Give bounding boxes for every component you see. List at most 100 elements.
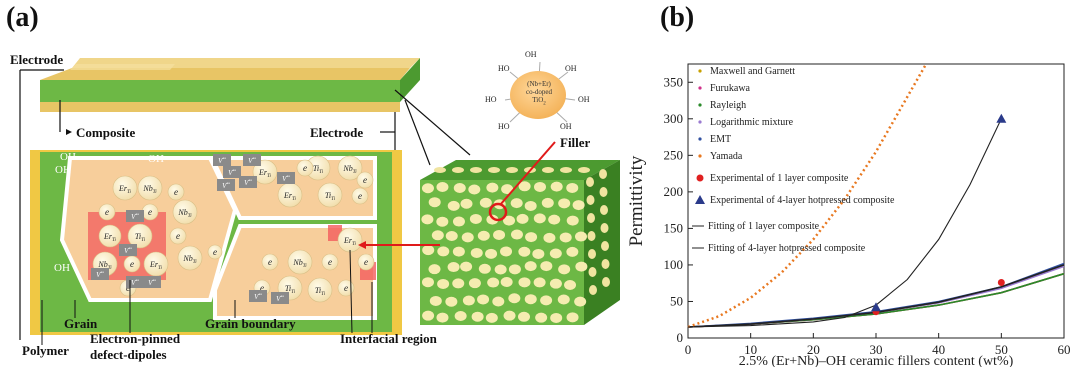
molecule-center-text: (Nb+Er) co-doped TiO2 — [520, 80, 558, 108]
species-sphere-e: e — [337, 279, 355, 297]
legend-label: Rayleigh — [710, 100, 746, 111]
filler-particle — [486, 214, 499, 225]
filler-particle — [452, 216, 465, 227]
species-sphere-e: e — [357, 253, 375, 271]
ho-label-bl: HO — [498, 122, 510, 131]
exp4-point — [871, 302, 881, 312]
oxygen-vacancy: V•• — [213, 154, 231, 166]
filler-particle — [470, 167, 482, 173]
filler-particle — [560, 167, 572, 173]
filler-particle — [575, 261, 588, 272]
filler-particle — [599, 169, 607, 179]
filler-particle — [486, 182, 499, 193]
label-grain: Grain — [64, 316, 98, 331]
interfacial-arrowhead — [358, 241, 366, 249]
x-tick-label: 40 — [932, 342, 945, 357]
species-sphere-e: e — [261, 253, 279, 271]
oxygen-vacancy: V•• — [239, 176, 257, 188]
molecule-core — [510, 71, 566, 119]
species-label: e — [328, 257, 332, 267]
composite-arrow — [66, 129, 72, 135]
svg-text:V••: V•• — [282, 175, 290, 183]
molecule-sub: 2 — [543, 101, 546, 107]
species-label: TiTi — [135, 232, 146, 243]
filler-particle — [566, 182, 579, 193]
filler-particle — [586, 195, 595, 205]
filler-particle — [578, 167, 590, 173]
zoom-line-2 — [404, 99, 431, 166]
species-label: e — [213, 247, 217, 257]
species-label: e — [268, 257, 272, 267]
legend-label: Experimental of 4-layer hotpressed compo… — [710, 195, 895, 206]
filler-particle — [550, 181, 563, 192]
oxygen-vacancy: V•• — [143, 276, 161, 288]
y-tick-label: 100 — [664, 257, 684, 272]
filler-particle — [447, 262, 460, 273]
filler-particle — [500, 277, 513, 288]
filler-particle — [500, 246, 513, 257]
filler-particle — [493, 229, 506, 240]
species-label: TiTi — [315, 286, 326, 297]
svg-text:V••: V•• — [248, 157, 256, 165]
filler-particle — [422, 310, 435, 321]
filler-particle — [600, 223, 609, 233]
legend-marker — [698, 154, 702, 158]
legend-label: Maxwell and Garnett — [710, 66, 795, 77]
filler-particle — [542, 167, 554, 173]
species-label: e — [174, 187, 178, 197]
oxygen-vacancy: V•• — [126, 276, 144, 288]
oxygen-vacancy: V•• — [249, 290, 267, 302]
filler-particle — [421, 183, 434, 194]
x-tick-label: 60 — [1058, 342, 1071, 357]
filler-particle — [543, 232, 556, 243]
filler-particle — [587, 213, 595, 223]
oh-label-br: OH — [560, 122, 572, 131]
panel-a-label: (a) — [6, 2, 39, 33]
filler-particle — [501, 184, 514, 195]
label-grain-boundary: Grain boundary — [205, 316, 296, 331]
filler-particle — [540, 295, 553, 306]
filler-particle — [437, 246, 450, 257]
electrode-highlight — [70, 64, 175, 70]
filler-particle — [436, 312, 449, 323]
label-electrode-mid: Electrode — [310, 125, 364, 140]
species-label: e — [130, 259, 134, 269]
filler-particle — [436, 216, 449, 227]
molecule-line3: TiO2 — [520, 96, 558, 108]
x-tick-label: 10 — [744, 342, 757, 357]
filler-particle — [540, 261, 553, 272]
filler-particle — [532, 248, 545, 259]
filler-particle — [447, 200, 460, 211]
filler-particle — [601, 259, 610, 269]
svg-text:V••: V•• — [228, 169, 236, 177]
filler-particle — [524, 200, 537, 211]
legend-marker — [698, 86, 702, 90]
filler-particle — [460, 261, 473, 272]
legend-item: Maxwell and Garnett — [698, 66, 795, 77]
filler-particle — [477, 230, 490, 241]
filler-particle — [516, 213, 529, 224]
species-sphere-nb: NbTi — [172, 199, 198, 225]
filler-particle — [558, 198, 571, 209]
species-label: e — [260, 283, 264, 293]
species-label: NbTi — [142, 184, 157, 195]
filler-particle — [533, 277, 546, 288]
filler-particle — [503, 215, 516, 226]
filler-particle — [558, 264, 571, 275]
exp4-point — [996, 113, 1007, 123]
species-sphere-er: ErTi — [277, 182, 303, 208]
oh-label-tr: OH — [565, 64, 577, 73]
species-label: NbTi — [177, 208, 192, 219]
legend-label: Fitting of 4-layer hotpressed composite — [708, 243, 866, 254]
filler-particle — [445, 296, 458, 307]
filler-particle — [503, 310, 516, 321]
composite-diagram: NbTiErTieeeNbTiErTiTiTieNbTiNbTieErTieeE… — [19, 58, 620, 340]
filler-particle — [461, 232, 474, 243]
filler-particle — [494, 264, 507, 275]
filler-particle — [524, 261, 537, 272]
filler-particle — [541, 197, 554, 208]
filler-particle — [572, 200, 585, 211]
svg-text:V••: V•• — [222, 182, 230, 190]
oxygen-vacancy: V•• — [119, 244, 137, 256]
filler-particle — [525, 232, 538, 243]
